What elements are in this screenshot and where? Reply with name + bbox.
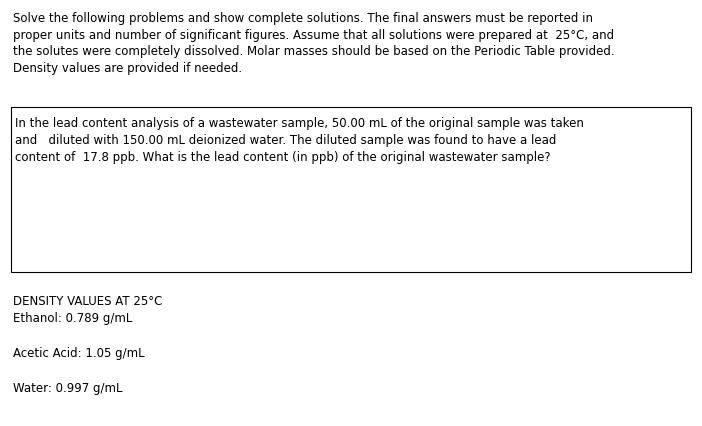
Text: Solve the following problems and show complete solutions. The final answers must: Solve the following problems and show co…: [13, 12, 593, 25]
Text: Ethanol: 0.789 g/mL: Ethanol: 0.789 g/mL: [13, 312, 133, 325]
Text: proper units and number of significant figures. Assume that all solutions were p: proper units and number of significant f…: [13, 29, 614, 41]
Text: the solutes were completely dissolved. Molar masses should be based on the Perio: the solutes were completely dissolved. M…: [13, 45, 615, 58]
Text: In the lead content analysis of a wastewater sample, 50.00 mL of the original sa: In the lead content analysis of a wastew…: [15, 117, 584, 130]
Bar: [11, 107, 691, 272]
Text: content of  17.8 ppb. What is the lead content (in ppb) of the original wastewat: content of 17.8 ppb. What is the lead co…: [15, 151, 550, 164]
Text: DENSITY VALUES AT 25°C: DENSITY VALUES AT 25°C: [13, 295, 162, 308]
Text: Acetic Acid: 1.05 g/mL: Acetic Acid: 1.05 g/mL: [13, 347, 145, 360]
Text: Density values are provided if needed.: Density values are provided if needed.: [13, 61, 242, 75]
Text: and   diluted with 150.00 mL deionized water. The diluted sample was found to ha: and diluted with 150.00 mL deionized wat…: [15, 134, 557, 147]
Text: Water: 0.997 g/mL: Water: 0.997 g/mL: [13, 382, 123, 394]
